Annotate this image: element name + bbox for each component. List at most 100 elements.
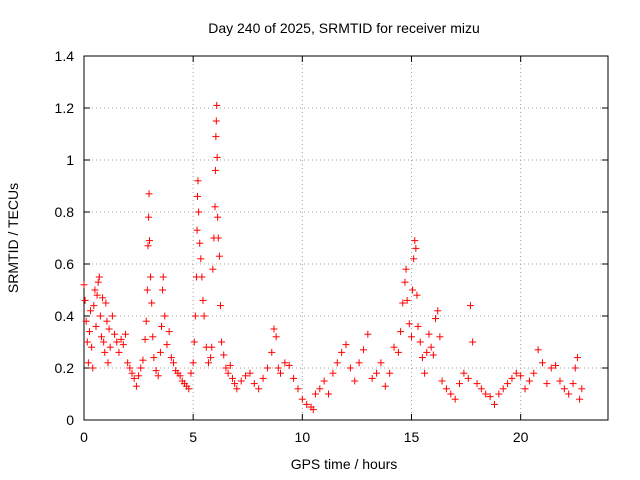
data-point — [126, 364, 134, 372]
data-point — [90, 302, 98, 310]
data-point — [508, 374, 516, 382]
data-point — [220, 351, 228, 359]
data-point — [427, 343, 435, 351]
data-point — [132, 382, 140, 390]
data-point — [466, 302, 474, 310]
data-point — [578, 385, 586, 393]
y-tick-label: 0 — [66, 412, 74, 428]
y-tick-label: 0.8 — [55, 204, 75, 220]
data-point — [351, 377, 359, 385]
data-point — [274, 364, 282, 372]
data-point — [101, 348, 109, 356]
y-tick-label: 0.2 — [55, 360, 75, 376]
data-point — [355, 359, 363, 367]
axis-ticks: 0 0.2 0.4 0.6 0.8 1 1.2 1.4 0 5 10 15 20 — [55, 48, 608, 445]
y-tick-label: 1.4 — [55, 48, 75, 64]
data-point — [211, 203, 219, 211]
data-point — [102, 299, 110, 307]
data-point — [163, 341, 171, 349]
data-point — [482, 390, 490, 398]
data-point — [447, 390, 455, 398]
data-point — [111, 330, 119, 338]
data-point — [329, 369, 337, 377]
data-point — [212, 117, 220, 125]
data-point — [194, 192, 202, 200]
data-point — [281, 359, 289, 367]
y-tick-label: 0.4 — [55, 308, 75, 324]
data-point — [436, 333, 444, 341]
data-point — [303, 400, 311, 408]
data-point — [214, 213, 222, 221]
data-point — [543, 380, 551, 388]
chart-title: Day 240 of 2025, SRMTID for receiver miz… — [208, 20, 480, 36]
data-point — [469, 338, 477, 346]
data-point — [525, 377, 533, 385]
data-point — [149, 333, 157, 341]
data-point — [193, 226, 201, 234]
data-point — [139, 356, 147, 364]
data-point — [298, 395, 306, 403]
data-point — [87, 307, 95, 315]
data-point — [311, 390, 319, 398]
data-point — [108, 312, 116, 320]
x-axis-label: GPS time / hours — [291, 456, 398, 472]
data-point — [486, 393, 494, 401]
data-point — [159, 273, 167, 281]
data-point — [285, 361, 293, 369]
data-point — [414, 322, 422, 330]
data-point — [411, 237, 419, 245]
data-point — [560, 385, 568, 393]
data-point — [216, 302, 224, 310]
data-point — [152, 367, 160, 375]
data-point — [495, 390, 503, 398]
data-point — [104, 359, 112, 367]
data-point — [165, 328, 173, 336]
data-point — [403, 296, 411, 304]
data-point — [213, 101, 221, 109]
data-point — [434, 307, 442, 315]
data-point — [99, 294, 107, 302]
data-point — [346, 364, 354, 372]
data-point — [338, 348, 346, 356]
data-point — [161, 312, 169, 320]
data-point — [451, 395, 459, 403]
data-point — [442, 385, 450, 393]
data-point — [242, 372, 250, 380]
data-point — [148, 299, 156, 307]
data-point — [402, 265, 410, 273]
data-point — [246, 369, 254, 377]
data-point — [81, 296, 89, 304]
data-point — [142, 317, 150, 325]
data-point — [117, 335, 125, 343]
data-point — [196, 239, 204, 247]
data-point — [381, 382, 389, 390]
data-point — [569, 380, 577, 388]
data-point — [418, 354, 426, 362]
data-point — [342, 341, 350, 349]
data-point — [135, 372, 143, 380]
data-point — [197, 255, 205, 263]
data-point — [250, 380, 258, 388]
data-point — [92, 322, 100, 330]
data-point — [208, 343, 216, 351]
x-tick-label: 0 — [80, 429, 88, 445]
data-point — [556, 377, 564, 385]
data-point — [456, 380, 464, 388]
data-point — [100, 338, 108, 346]
data-point — [128, 369, 136, 377]
data-point — [530, 369, 538, 377]
y-tick-label: 0.6 — [55, 256, 75, 272]
data-point — [185, 385, 193, 393]
data-point — [255, 385, 263, 393]
data-point — [159, 286, 167, 294]
data-point — [96, 312, 104, 320]
data-point — [224, 369, 232, 377]
data-point — [573, 354, 581, 362]
data-point — [113, 338, 121, 346]
data-point — [137, 364, 145, 372]
data-point — [410, 255, 418, 263]
data-point — [552, 361, 560, 369]
data-point — [187, 369, 195, 377]
data-point — [390, 343, 398, 351]
